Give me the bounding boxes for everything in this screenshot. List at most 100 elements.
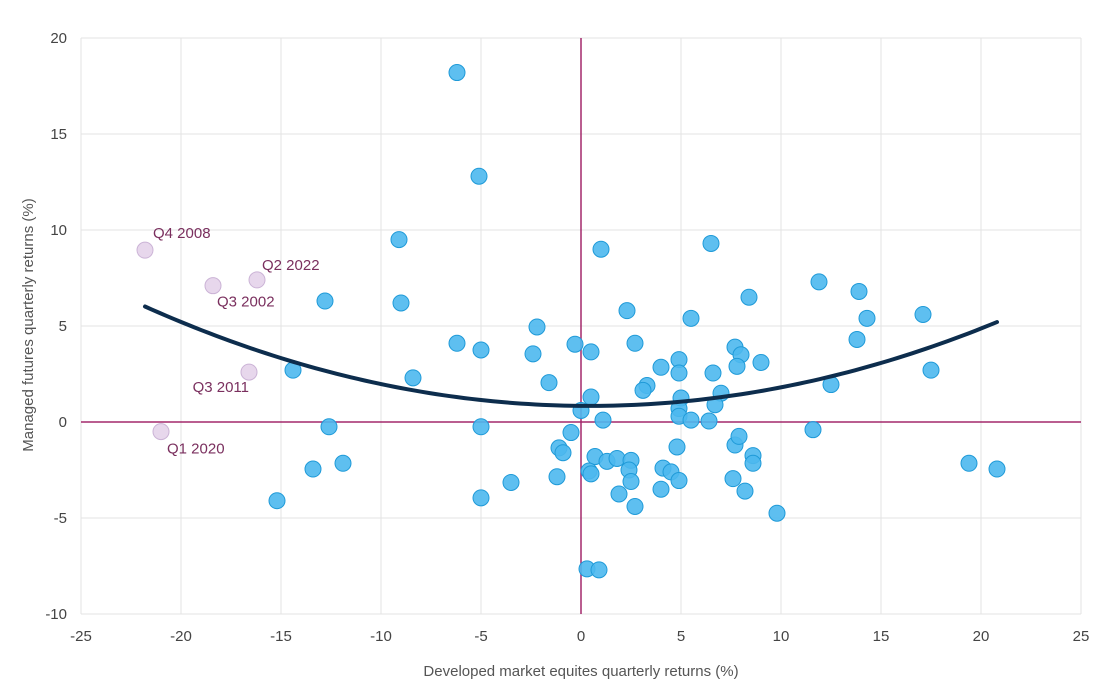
data-point: [668, 438, 686, 456]
data-point: [334, 454, 352, 472]
x-axis-title: Developed market equites quarterly retur…: [423, 663, 738, 680]
data-point: [730, 427, 748, 445]
trendline: [143, 304, 999, 408]
data-point: [582, 388, 600, 406]
data-point: [608, 449, 626, 467]
y-tick-label: 15: [50, 126, 67, 143]
data-point: [626, 334, 644, 352]
data-point: [610, 485, 628, 503]
x-tick-label: 25: [1073, 628, 1090, 645]
y-tick-label: -10: [45, 606, 67, 623]
trendline-group: [143, 304, 999, 408]
data-point: [566, 335, 584, 353]
zero-lines: [81, 38, 1081, 614]
data-point: [922, 361, 940, 379]
data-point: [540, 374, 558, 392]
data-point: [316, 292, 334, 310]
y-tick-label: 10: [50, 222, 67, 239]
data-point: [592, 240, 610, 258]
data-point: [562, 424, 580, 442]
data-point: [700, 412, 718, 430]
data-point: [548, 468, 566, 486]
data-point: [528, 318, 546, 336]
data-point: [682, 309, 700, 327]
highlighted-point: [152, 423, 170, 441]
data-point: [704, 364, 722, 382]
data-point: [502, 473, 520, 491]
data-point: [728, 357, 746, 375]
annotations: Q4 2008 Q3 2002 Q2 2022 Q3 2011 Q1 2020: [153, 225, 320, 457]
y-tick-label: 0: [59, 414, 67, 431]
y-tick-label: -5: [54, 510, 67, 527]
data-point: [590, 561, 608, 579]
x-tick-label: 0: [577, 628, 585, 645]
data-point: [582, 343, 600, 361]
data-point: [390, 231, 408, 249]
data-point: [848, 330, 866, 348]
point-annotation: Q2 2022: [262, 257, 320, 274]
data-point: [472, 341, 490, 359]
data-point: [804, 421, 822, 439]
point-annotation: Q3 2011: [193, 379, 249, 396]
x-tick-label: -25: [70, 628, 92, 645]
highlighted-point: [204, 277, 222, 295]
data-point: [448, 64, 466, 82]
x-tick-label: 10: [773, 628, 790, 645]
data-point: [594, 411, 612, 429]
x-tick-label: -20: [170, 628, 192, 645]
data-point: [618, 302, 636, 320]
data-point: [736, 482, 754, 500]
data-point: [670, 472, 688, 490]
data-point: [858, 309, 876, 327]
data-point: [582, 465, 600, 483]
data-point: [988, 460, 1006, 478]
data-point: [470, 167, 488, 185]
data-point: [702, 234, 720, 252]
data-points: [268, 64, 1006, 579]
x-tick-label: -10: [370, 628, 392, 645]
highlighted-points: [136, 241, 266, 441]
data-point: [472, 418, 490, 436]
data-point: [404, 369, 422, 387]
data-point: [960, 454, 978, 472]
data-point: [268, 492, 286, 510]
x-tick-label: 15: [873, 628, 890, 645]
tick-labels: -25 -20 -15 -10 -5 0 5 10 15 20 25 -10 -5 0 5 10 15 20: [45, 30, 1089, 645]
data-point: [740, 288, 758, 306]
data-point: [392, 294, 410, 312]
data-point: [724, 470, 742, 488]
data-point: [652, 480, 670, 498]
data-point: [524, 345, 542, 363]
x-tick-label: 5: [677, 628, 685, 645]
point-annotation: Q3 2002: [217, 294, 275, 311]
y-tick-label: 20: [50, 30, 67, 47]
data-point: [634, 381, 652, 399]
data-point: [320, 418, 338, 436]
point-annotation: Q1 2020: [167, 441, 225, 458]
data-point: [304, 460, 322, 478]
data-point: [768, 504, 786, 522]
data-point: [914, 305, 932, 323]
data-point: [682, 411, 700, 429]
highlighted-point: [240, 363, 258, 381]
data-point: [810, 273, 828, 291]
data-point: [622, 473, 640, 491]
highlighted-point: [136, 241, 154, 259]
data-point: [554, 444, 572, 462]
highlighted-point: [248, 271, 266, 289]
data-point: [472, 489, 490, 507]
data-point: [850, 282, 868, 300]
data-point: [752, 353, 770, 371]
x-tick-label: -15: [270, 628, 292, 645]
data-point: [744, 454, 762, 472]
data-point: [626, 497, 644, 515]
x-tick-label: -5: [474, 628, 487, 645]
data-point: [448, 334, 466, 352]
y-tick-label: 5: [59, 318, 67, 335]
y-axis-title: Managed futures quarterly returns (%): [20, 198, 37, 451]
point-annotation: Q4 2008: [153, 225, 211, 242]
data-point: [670, 364, 688, 382]
data-point: [652, 358, 670, 376]
